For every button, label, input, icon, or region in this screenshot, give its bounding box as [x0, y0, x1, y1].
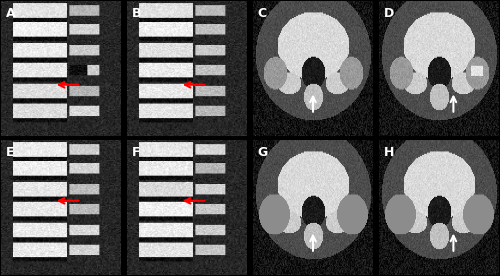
Text: C: C	[258, 7, 267, 20]
Text: G: G	[258, 147, 268, 160]
Text: H: H	[384, 147, 394, 160]
Text: B: B	[132, 7, 141, 20]
Text: D: D	[384, 7, 394, 20]
Text: E: E	[6, 147, 14, 160]
Text: A: A	[6, 7, 16, 20]
Text: F: F	[132, 147, 140, 160]
